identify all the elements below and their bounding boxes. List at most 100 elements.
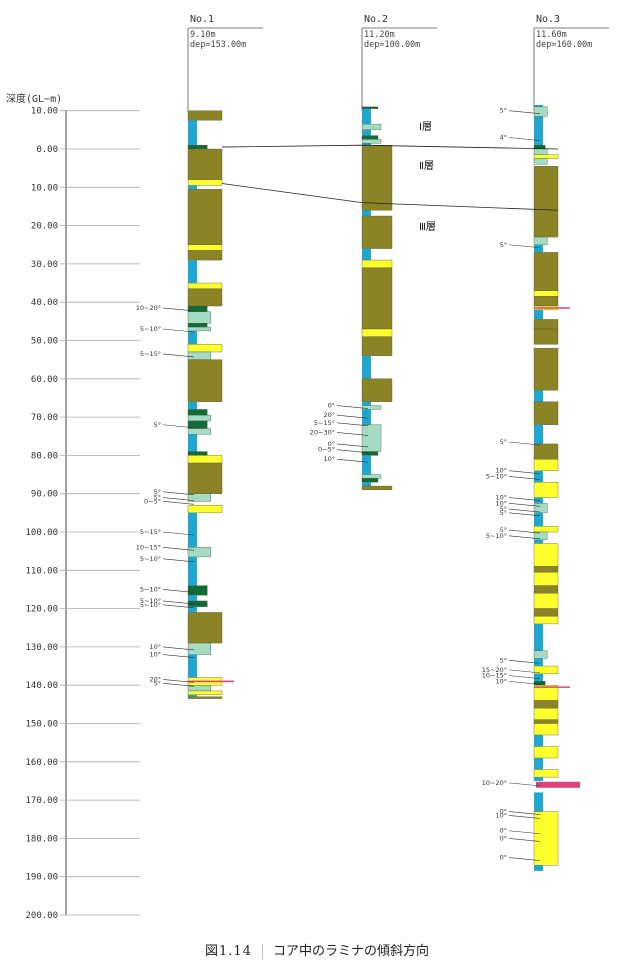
- bore-elevation: 9.10m: [190, 30, 216, 40]
- core-band-water: [188, 120, 197, 149]
- core-band-sand: [187, 244, 223, 251]
- dip-leader: [508, 137, 541, 141]
- dip-leader: [508, 497, 541, 501]
- core-band-sand: [361, 259, 393, 268]
- depth-axis: 10.00 0.00 10.00 20.00 30.00 40.00 50.00 60.00 7…: [25, 107, 140, 921]
- core-band-sand: [533, 526, 559, 533]
- core-band-fine: [533, 106, 548, 117]
- dip-leader: [162, 547, 195, 551]
- core-band-silt: [533, 608, 559, 617]
- depth-tick-label: 170.00: [25, 796, 58, 806]
- dip-angle-label: 10~15°: [136, 543, 161, 551]
- dip-leader: [508, 815, 541, 819]
- borehole-1: No.19.10mdep=153.00m10~20°5~10°5~15°5°5°…: [136, 14, 263, 699]
- dip-leader: [162, 646, 195, 651]
- core-band-dark: [187, 600, 208, 607]
- bore-name: No.3: [536, 14, 560, 25]
- core-band-sand: [533, 543, 559, 567]
- dip-angle-label: 5~10°: [486, 532, 507, 540]
- dip-angle-label: 5°: [500, 656, 507, 664]
- core-band-silt: [187, 359, 223, 402]
- dip-angle-label: 5~10°: [140, 325, 161, 333]
- dip-angle-label: 15~20°: [482, 666, 507, 674]
- dip-angle-label: 10°: [495, 467, 507, 475]
- depth-tick-label: 10.00: [31, 107, 58, 117]
- dip-angle-label: 5~15°: [314, 419, 335, 427]
- dip-leader: [508, 675, 541, 679]
- core-band-water: [362, 355, 371, 379]
- core-band-water: [534, 390, 543, 402]
- depth-tick-label: 40.00: [31, 298, 58, 308]
- core-band-water: [534, 865, 543, 871]
- dip-leader: [162, 682, 195, 687]
- core-band-silt: [533, 319, 559, 330]
- figure-number: 図1.14: [205, 944, 263, 959]
- dip-leader: [336, 432, 369, 436]
- correlation-line: [221, 183, 559, 211]
- core-band-water: [188, 654, 197, 678]
- dip-leader: [162, 353, 195, 358]
- core-band-sand: [533, 154, 559, 159]
- core-band-water: [188, 694, 197, 697]
- dip-leader: [162, 654, 195, 658]
- dip-leader: [508, 782, 541, 787]
- depth-tick-label: 60.00: [31, 375, 58, 385]
- dip-angle-label: 5~10°: [140, 585, 161, 593]
- dip-angle-label: 5°: [154, 421, 161, 429]
- depth-axis-label: 深度(GL−m): [6, 92, 62, 105]
- dip-leader: [336, 443, 369, 448]
- dip-angle-label: 0°: [500, 808, 507, 816]
- depth-tick-label: 50.00: [31, 337, 58, 347]
- dip-leader: [162, 589, 195, 593]
- core-band-silt: [533, 443, 559, 460]
- dip-angle-label: 10°: [495, 494, 507, 502]
- core-band-fine: [361, 474, 382, 479]
- bore-depth: dep=100.00m: [364, 40, 420, 50]
- dip-angle-label: 0~5°: [318, 446, 335, 454]
- layer-labels: Ⅰ層 Ⅱ層 Ⅲ層: [419, 121, 436, 233]
- correlation-lines: [221, 144, 559, 211]
- core-band-fine: [187, 414, 211, 422]
- core-band-silt: [187, 696, 223, 699]
- bore-depth: dep=160.00m: [536, 40, 592, 50]
- core-band-sand: [533, 746, 559, 759]
- core-band-water: [188, 401, 197, 410]
- core-band-sand: [533, 723, 559, 736]
- dip-leader: [162, 501, 195, 505]
- core-band-silt: [187, 148, 223, 180]
- dip-angle-label: 5~10°: [486, 472, 507, 480]
- layer-label-2: Ⅱ層: [419, 160, 434, 172]
- dip-angle-label: 5°: [500, 509, 507, 517]
- dip-angle-label: 5~10°: [140, 597, 161, 605]
- depth-tick-label: 150.00: [25, 720, 58, 730]
- core-band-water: [362, 401, 371, 406]
- core-band-silt: [533, 328, 559, 345]
- dip-leader: [162, 497, 195, 501]
- dip-angle-label: 0°: [500, 827, 507, 835]
- core-band-silt: [187, 110, 223, 121]
- core-band-silt: [361, 336, 393, 357]
- dip-angle-label: 10°: [495, 499, 507, 507]
- dip-leader: [508, 830, 541, 835]
- dip-angle-label: 0°: [328, 440, 335, 448]
- dip-angle-label: 5~10°: [140, 601, 161, 609]
- core-band-water: [188, 330, 197, 345]
- core-band-water: [534, 792, 543, 812]
- dip-angle-label: 10°: [149, 643, 161, 651]
- depth-tick-label: 90.00: [31, 490, 58, 500]
- dip-leader: [508, 811, 541, 815]
- depth-tick-label: 0.00: [36, 145, 58, 155]
- core-band-sand: [533, 593, 559, 609]
- core-band-water: [534, 658, 543, 667]
- core-band-fine: [187, 311, 211, 324]
- dip-angle-label: 5°: [500, 438, 507, 446]
- core-band-silt: [187, 462, 223, 494]
- core-band-water: [534, 734, 543, 747]
- layer-label-1: Ⅰ層: [419, 121, 432, 133]
- core-band-water: [362, 248, 371, 261]
- core-band-silt: [533, 719, 559, 724]
- core-band-dark: [187, 585, 208, 596]
- core-band-water: [188, 606, 197, 613]
- dip-leader: [508, 508, 541, 513]
- dip-angle-label: 5~15°: [140, 350, 161, 358]
